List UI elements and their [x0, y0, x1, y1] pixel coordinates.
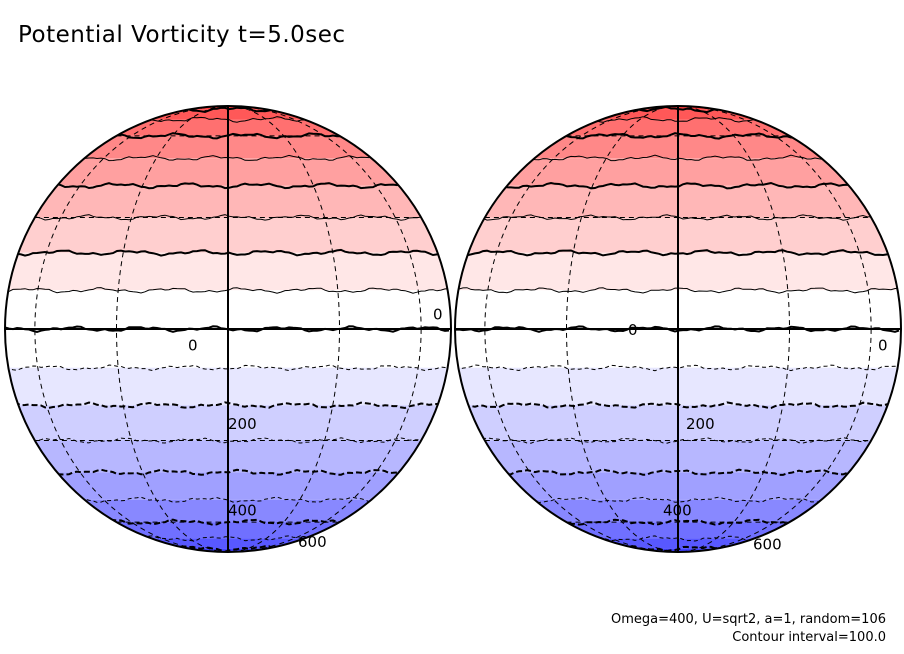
contour-interval-text: Contour interval=100.0: [732, 630, 886, 645]
contour-label: 0: [878, 337, 888, 355]
globe-outline: [4, 105, 452, 553]
right-globe: 0 200 400 600 0: [454, 105, 902, 553]
contour-label: 0: [188, 337, 198, 355]
contour-label: 600: [753, 535, 782, 553]
contour-label: 200: [228, 415, 257, 433]
contour-label: 200: [686, 415, 715, 433]
contour-label: 400: [663, 501, 692, 519]
left-globe: 0 200 400 600 0: [4, 105, 452, 553]
contour-label: 0: [433, 305, 443, 323]
contour-label: 600: [298, 533, 327, 551]
globe-outline: [454, 105, 902, 553]
contour-label: 0: [628, 321, 638, 339]
page-title: Potential Vorticity t=5.0sec: [18, 22, 346, 48]
contour-label: 400: [228, 501, 257, 519]
parameters-text: Omega=400, U=sqrt2, a=1, random=106: [610, 612, 886, 627]
